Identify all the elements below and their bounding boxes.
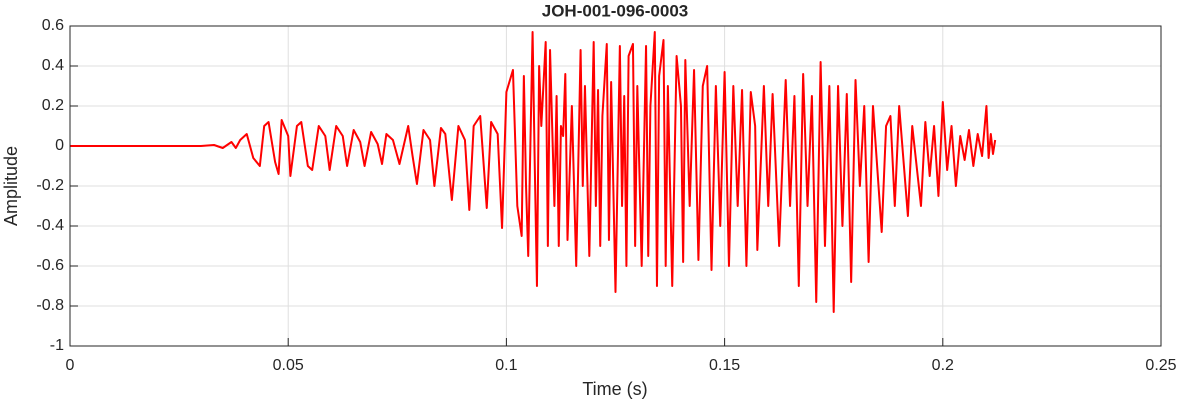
x-axis-label: Time (s): [582, 379, 647, 399]
y-tick-label: -0.8: [36, 297, 64, 314]
x-tick-label: 0.05: [273, 357, 304, 374]
x-tick-label: 0.2: [932, 357, 954, 374]
x-tick-label: 0.25: [1145, 357, 1176, 374]
y-tick-label: 0.4: [42, 57, 64, 74]
x-tick-label: 0.1: [495, 357, 517, 374]
y-tick-label: 0: [55, 137, 64, 154]
y-tick-label: -1: [50, 337, 64, 354]
chart-title: JOH-001-096-0003: [542, 1, 688, 20]
x-tick-label: 0: [66, 357, 75, 374]
y-tick-label: -0.2: [36, 177, 64, 194]
y-axis-label: Amplitude: [1, 146, 21, 226]
waveform-line: [70, 31, 997, 313]
x-tick-label: 0.15: [709, 357, 740, 374]
y-tick-label: -0.6: [36, 257, 64, 274]
plot-border: [69, 25, 1162, 347]
y-tick-label: -0.4: [36, 217, 64, 234]
y-tick-label: 0.2: [42, 97, 64, 114]
y-tick-label: 0.6: [42, 17, 64, 34]
